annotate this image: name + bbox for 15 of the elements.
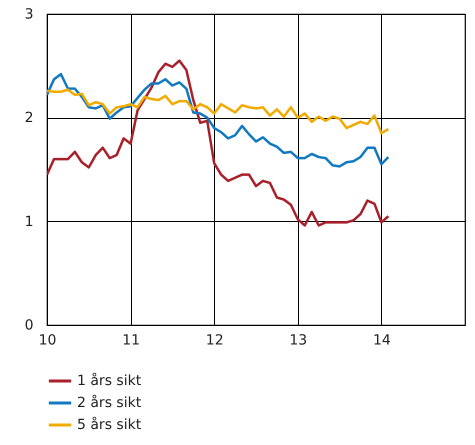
legend-label: 1 års sikt — [77, 372, 142, 389]
x-tick-label: 11 — [122, 332, 140, 348]
x-tick-label: 12 — [206, 332, 224, 348]
y-tick-label: 2 — [24, 110, 34, 126]
line-series — [47, 88, 390, 134]
y-tick-label: 0 — [24, 318, 34, 334]
y-tick-label: 1 — [24, 214, 34, 230]
x-tick-label: 10 — [38, 332, 56, 348]
line-series — [47, 59, 390, 227]
legend-label: 5 års sikt — [77, 416, 142, 433]
line-series — [47, 72, 390, 168]
y-tick-label: 3 — [24, 6, 34, 22]
x-tick-label: 13 — [289, 332, 308, 348]
legend-label: 2 års sikt — [77, 394, 142, 411]
x-tick-label: 14 — [372, 332, 391, 348]
